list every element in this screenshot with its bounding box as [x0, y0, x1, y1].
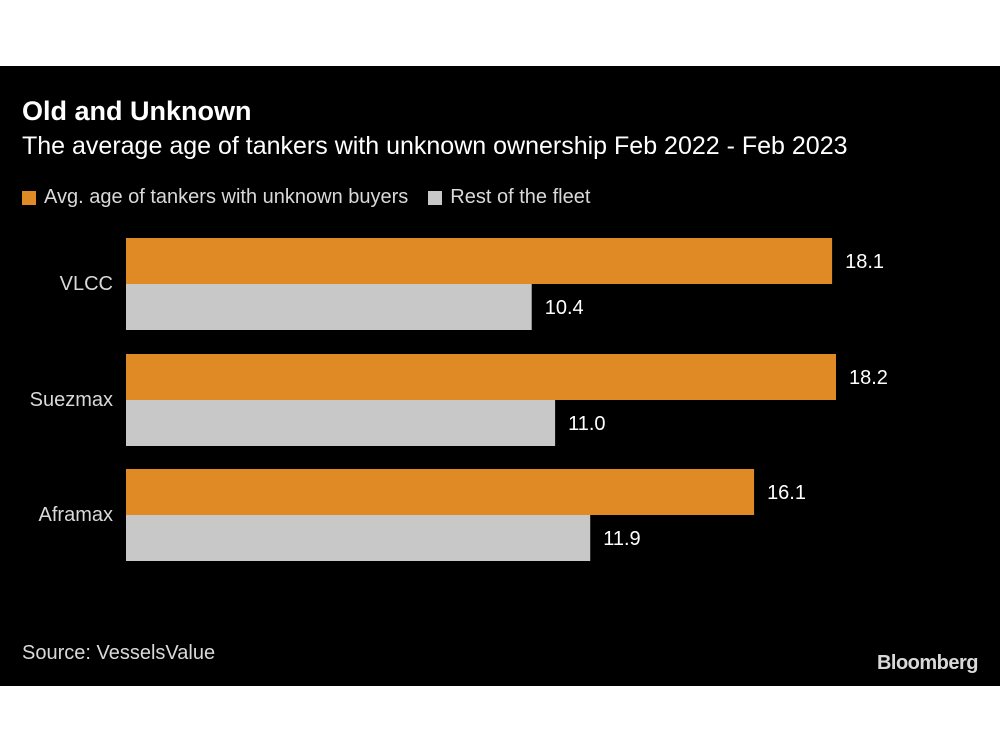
chart-panel: Old and Unknown The average age of tanke…	[0, 66, 1000, 686]
legend-swatch-unknown-buyers	[22, 190, 36, 205]
legend: Avg. age of tankers with unknown buyers …	[22, 186, 610, 209]
bar-chart: VLCC 18.1 10.4 Suezmax 18.2 11.0 Aframax 16.1 11…	[30, 238, 888, 561]
bloomberg-logo: Bloomberg	[876, 652, 979, 674]
data-label-suezmax-series-2: 11.0	[568, 413, 605, 435]
category-label-suezmax: Suezmax	[30, 389, 113, 411]
bar-suezmax-series-2	[126, 400, 556, 446]
legend-label-rest-of-fleet: Rest of the fleet	[450, 186, 591, 208]
bar-vlcc-series-2	[126, 284, 532, 330]
chart-subtitle: The average age of tankers with unknown …	[22, 132, 848, 160]
legend-item-unknown-buyers: Avg. age of tankers with unknown buyers	[22, 186, 408, 209]
category-label-vlcc: VLCC	[60, 273, 113, 295]
bar-aframax-series-1	[126, 469, 755, 515]
bar-aframax-series-2	[126, 515, 591, 561]
data-label-vlcc-series-1: 18.1	[845, 251, 884, 273]
category-label-aframax: Aframax	[39, 504, 113, 526]
bar-vlcc-series-1	[126, 238, 833, 284]
data-label-aframax-series-2: 11.9	[603, 528, 640, 550]
data-label-aframax-series-1: 16.1	[767, 482, 806, 504]
legend-item-rest-of-fleet: Rest of the fleet	[428, 186, 590, 209]
source-note: Source: VesselsValue	[22, 642, 216, 664]
legend-label-unknown-buyers: Avg. age of tankers with unknown buyers	[44, 186, 409, 208]
data-label-suezmax-series-1: 18.2	[849, 367, 888, 389]
data-label-vlcc-series-2: 10.4	[545, 297, 584, 319]
chart-title: Old and Unknown	[22, 96, 252, 126]
bar-suezmax-series-1	[126, 354, 836, 400]
legend-swatch-rest-of-fleet	[428, 190, 443, 205]
